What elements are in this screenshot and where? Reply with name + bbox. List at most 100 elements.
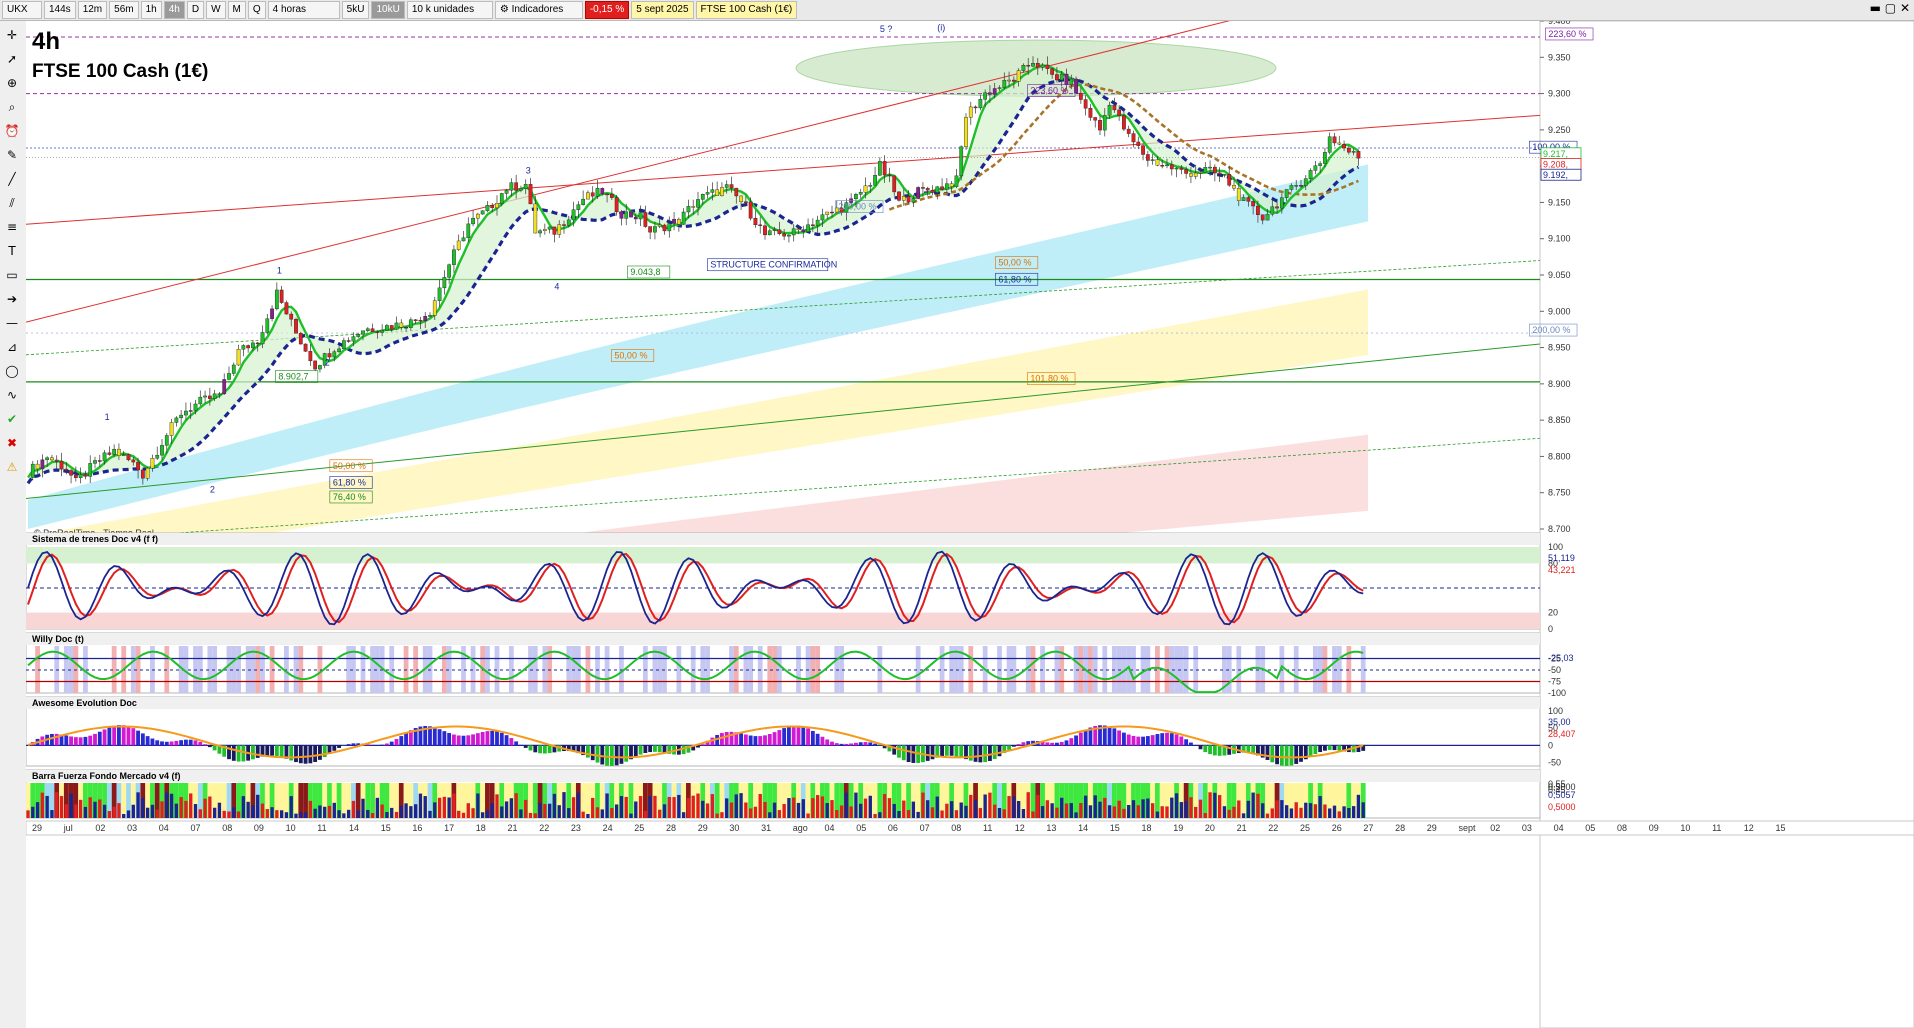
arrow-icon[interactable]: ➔ bbox=[6, 292, 18, 306]
channel-icon[interactable]: ⫽ bbox=[9, 196, 15, 210]
candle bbox=[1074, 78, 1078, 94]
regime-bar bbox=[413, 783, 419, 818]
candle bbox=[873, 175, 877, 186]
crosshair-icon[interactable]: ✛ bbox=[6, 28, 18, 42]
tf-4h[interactable]: 4h bbox=[163, 1, 185, 19]
axis-tick-label: 50 bbox=[1548, 723, 1558, 733]
force-bar bbox=[902, 800, 906, 818]
histogram-bar bbox=[236, 745, 241, 762]
ruler-icon[interactable]: ⊿ bbox=[6, 340, 18, 354]
candle bbox=[514, 182, 519, 191]
candle bbox=[471, 217, 475, 225]
regime-bar bbox=[26, 783, 31, 818]
force-bar bbox=[1050, 803, 1054, 818]
force-bar bbox=[1304, 802, 1308, 818]
panel-1: Sistema de trenes Doc v4 (f f) 100 80 20 0 51… bbox=[26, 532, 1576, 634]
histogram-bar bbox=[389, 741, 394, 746]
fib-label: 50,00 % bbox=[333, 461, 366, 471]
histogram-bar bbox=[475, 733, 480, 746]
minimize-icon[interactable]: ▬ bbox=[1869, 1, 1881, 15]
candle bbox=[1002, 79, 1007, 88]
regime-bar bbox=[1159, 783, 1165, 818]
axis-tick-label: 8.700 bbox=[1548, 524, 1571, 534]
fibonacci-icon[interactable]: ≡ bbox=[6, 220, 18, 234]
ellipse-icon[interactable]: ◯ bbox=[5, 364, 19, 378]
force-bar bbox=[882, 794, 887, 818]
chart-area[interactable]: 223,60 % 223,60 % 100,00 % 200,00 % 200,00 %… bbox=[26, 21, 1914, 1028]
willy-bar bbox=[446, 646, 452, 693]
force-bar bbox=[672, 797, 676, 818]
tf-d[interactable]: D bbox=[186, 1, 205, 19]
force-bar bbox=[366, 809, 370, 818]
histogram-bar bbox=[1270, 745, 1275, 763]
regime-bar bbox=[1107, 783, 1112, 818]
delete-icon[interactable]: ✖ bbox=[6, 436, 18, 450]
tf-w[interactable]: W bbox=[206, 1, 226, 19]
force-bar bbox=[1069, 803, 1073, 818]
force-bar bbox=[466, 803, 470, 818]
candle bbox=[720, 187, 724, 196]
candle bbox=[380, 329, 385, 333]
willy-bar bbox=[729, 646, 734, 693]
force-bar bbox=[543, 803, 547, 818]
candle bbox=[600, 188, 605, 195]
candle bbox=[308, 351, 313, 362]
candle bbox=[475, 213, 480, 219]
tf-144s[interactable]: 144s bbox=[44, 1, 76, 19]
force-bar bbox=[796, 802, 801, 818]
regime-bar bbox=[461, 783, 466, 818]
time-label: 22 bbox=[1268, 823, 1278, 833]
willy-line bbox=[27, 650, 1364, 694]
tf-1h[interactable]: 1h bbox=[140, 1, 162, 19]
willy-bar bbox=[130, 646, 136, 693]
force-bar bbox=[35, 802, 40, 818]
histogram-bar bbox=[667, 745, 672, 754]
histogram-bar bbox=[1165, 732, 1169, 746]
tf-m[interactable]: M bbox=[227, 1, 246, 19]
force-bar bbox=[1256, 793, 1260, 818]
alarm-icon[interactable]: ⏰ bbox=[4, 124, 20, 138]
search-icon[interactable]: ⌕ bbox=[8, 100, 16, 114]
check-icon[interactable]: ✔ bbox=[6, 412, 18, 426]
last-value: 35,00 bbox=[1548, 717, 1571, 727]
pencil-icon[interactable]: ✎ bbox=[6, 148, 18, 162]
units-5k[interactable]: 5kU bbox=[341, 1, 370, 19]
tf-12m[interactable]: 12m bbox=[77, 1, 108, 19]
willy-bar bbox=[1174, 646, 1179, 693]
time-label: 15 bbox=[1110, 823, 1120, 833]
close-icon[interactable]: ✕ bbox=[1899, 1, 1910, 15]
regime-bar bbox=[30, 783, 36, 818]
candle bbox=[614, 197, 619, 213]
fib-label: 9.043,8 bbox=[630, 267, 660, 277]
symbol-field[interactable]: UKX bbox=[2, 1, 42, 19]
candle bbox=[1294, 185, 1299, 187]
regime-bar bbox=[824, 783, 830, 818]
hline-icon[interactable]: — bbox=[6, 316, 18, 330]
candle bbox=[858, 192, 863, 195]
willy-bar bbox=[485, 646, 490, 693]
units-10k[interactable]: 10kU bbox=[371, 1, 405, 19]
period-select[interactable]: 4 horas bbox=[267, 1, 340, 19]
zoom-icon[interactable]: ⊕ bbox=[6, 76, 18, 90]
wave-icon[interactable]: ∿ bbox=[6, 388, 18, 402]
maximize-icon[interactable]: ▢ bbox=[1884, 1, 1897, 15]
time-label: 29 bbox=[698, 823, 708, 833]
candle bbox=[385, 325, 389, 331]
tf-56m[interactable]: 56m bbox=[109, 1, 139, 19]
text-icon[interactable]: T bbox=[8, 244, 16, 258]
tf-q[interactable]: Q bbox=[247, 1, 266, 19]
units-select[interactable]: 10 k unidades bbox=[406, 1, 493, 19]
willy-bar bbox=[915, 646, 921, 693]
force-bar bbox=[1131, 800, 1136, 818]
text-box-icon[interactable]: ▭ bbox=[6, 268, 18, 282]
indicators-button[interactable]: ⚙ Indicadores bbox=[494, 1, 583, 19]
force-bar bbox=[1294, 802, 1298, 818]
histogram-bar bbox=[241, 745, 246, 762]
regime-bar bbox=[394, 783, 399, 818]
force-bar bbox=[811, 798, 815, 818]
time-label: 11 bbox=[983, 823, 992, 833]
pointer-icon[interactable]: ➚ bbox=[6, 52, 18, 66]
trendline-icon[interactable]: ╱ bbox=[8, 172, 16, 186]
histogram-bar bbox=[1265, 745, 1270, 760]
warning-icon[interactable]: ⚠ bbox=[6, 460, 18, 474]
